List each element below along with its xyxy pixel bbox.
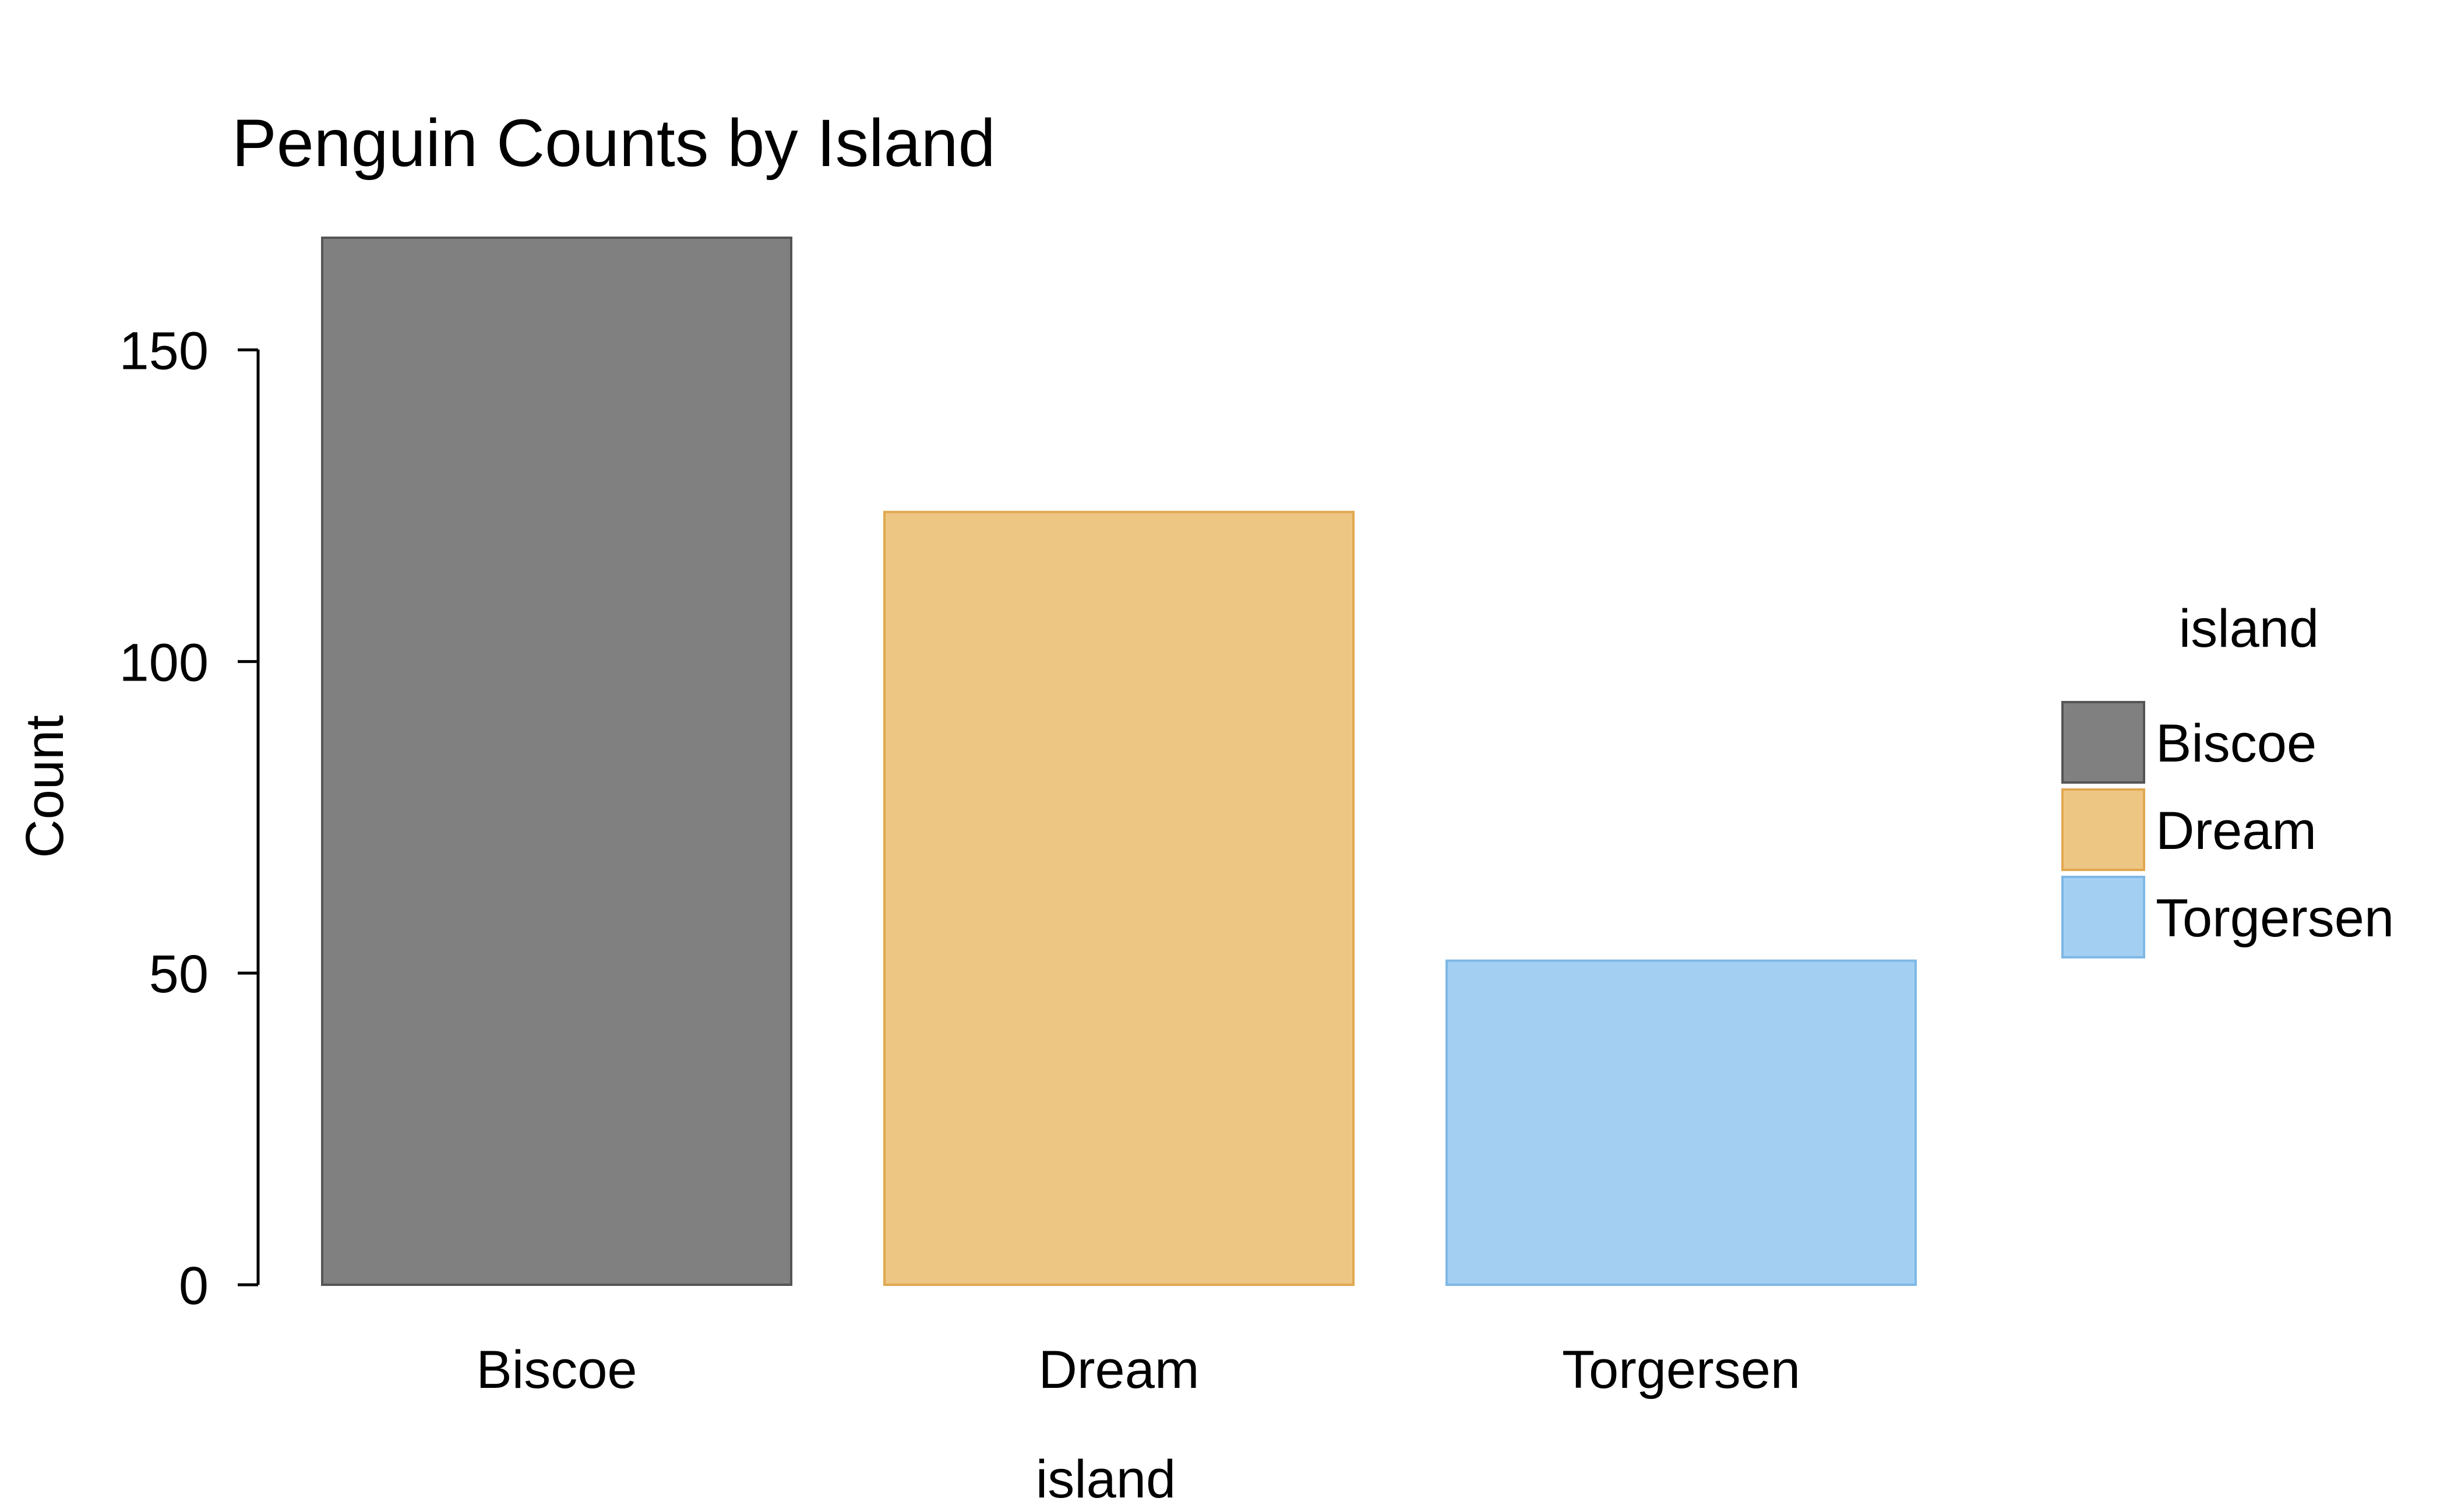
chart-title: Penguin Counts by Island: [232, 106, 996, 181]
x-tick-label: Biscoe: [476, 1340, 637, 1400]
legend-swatch-dream: [2061, 788, 2145, 871]
legend-swatch-biscoe: [2061, 701, 2145, 784]
x-axis-title: island: [1036, 1450, 1176, 1509]
y-tick-label: 50: [149, 944, 209, 1004]
legend-label: Dream: [2156, 801, 2316, 861]
legend-title: island: [2179, 599, 2319, 658]
y-axis-ticks: 0 50 100 150: [119, 322, 258, 1316]
y-axis-title: Count: [15, 715, 75, 858]
bar-biscoe: [321, 237, 792, 1286]
bar-torgersen: [1445, 959, 1917, 1287]
legend-label: Torgersen: [2156, 889, 2394, 948]
y-tick-label: 150: [119, 322, 209, 381]
legend: island Biscoe Dream Torgersen: [2061, 599, 2394, 958]
y-tick-label: 100: [119, 633, 209, 692]
bar-dream: [883, 510, 1355, 1287]
legend-label: Biscoe: [2156, 714, 2316, 773]
x-axis-tick-labels: Biscoe Dream Torgersen: [476, 1340, 1800, 1400]
y-tick-label: 0: [179, 1256, 209, 1316]
bars: [321, 237, 1917, 1287]
x-tick-label: Torgersen: [1562, 1340, 1800, 1400]
legend-swatch-torgersen: [2061, 876, 2145, 958]
x-tick-label: Dream: [1038, 1340, 1199, 1400]
